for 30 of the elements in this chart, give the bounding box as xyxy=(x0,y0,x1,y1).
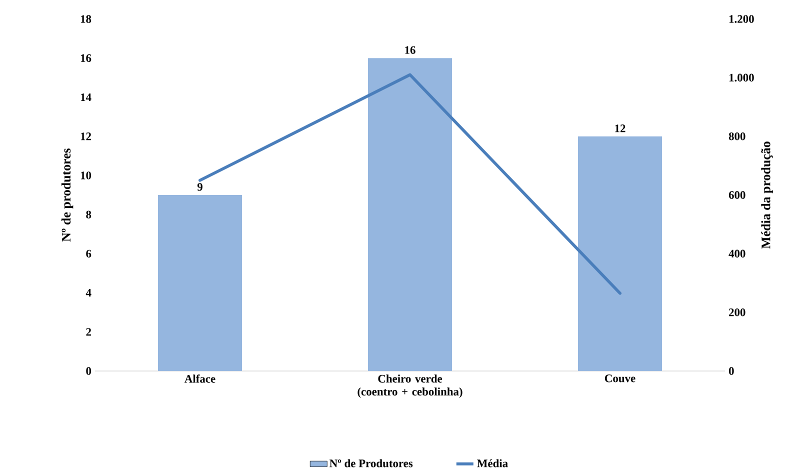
y2-tick-label: 0 xyxy=(728,367,734,375)
y-axis-title: Nº de produtores xyxy=(61,148,74,242)
y-tick-label: 2 xyxy=(86,328,91,336)
legend-label: Média xyxy=(477,459,508,468)
data-label: 9 xyxy=(197,183,202,191)
y2-tick-label: 400 xyxy=(728,250,746,258)
x-tick-label: Couve xyxy=(604,374,636,382)
data-label: 12 xyxy=(615,124,626,132)
bar xyxy=(368,58,452,371)
y-tick-label: 16 xyxy=(80,54,92,62)
y-tick-label: 14 xyxy=(80,93,92,102)
y2-tick-label: 800 xyxy=(728,132,746,140)
y-tick-label: 4 xyxy=(86,289,92,297)
y2-axis-title: Média da produção xyxy=(761,142,773,249)
y-tick-label: 10 xyxy=(80,172,92,180)
data-label: 16 xyxy=(405,46,416,54)
y-tick-label: 12 xyxy=(80,132,91,140)
y2-tick-label: 1.200 xyxy=(729,15,754,23)
bar xyxy=(578,136,662,371)
y2-tick-label: 1.000 xyxy=(729,74,754,82)
legend-label: Nº de Produtores xyxy=(330,459,413,468)
y-tick-label: 18 xyxy=(80,15,92,23)
y-tick-label: 0 xyxy=(86,367,92,375)
bar xyxy=(158,195,242,371)
x-tick-label: Cheiro verde (coentro + cebolinha) xyxy=(358,374,462,398)
y-tick-label: 6 xyxy=(86,250,92,258)
y-tick-label: 8 xyxy=(86,210,92,218)
x-tick-label: Alface xyxy=(184,374,216,383)
y2-tick-label: 200 xyxy=(729,308,746,316)
y2-tick-label: 600 xyxy=(728,191,746,199)
